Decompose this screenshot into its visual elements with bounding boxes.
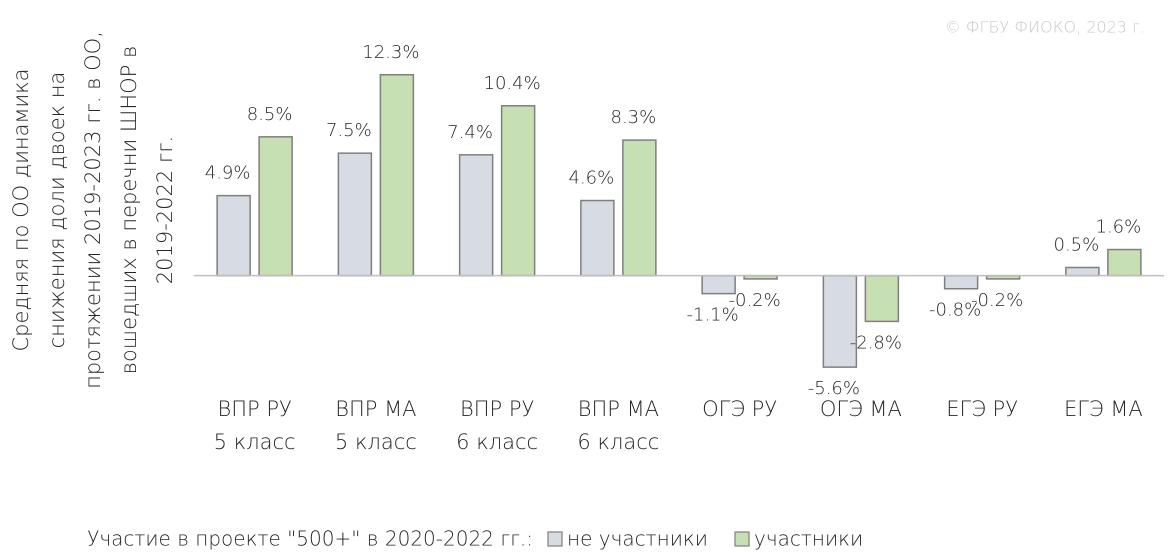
y-axis-label: снижения доли двоек на — [45, 72, 69, 349]
bar — [1107, 248, 1142, 277]
x-tick-label: ОГЭ МА — [820, 397, 902, 421]
legend-swatch — [547, 531, 563, 547]
data-label: 4.6% — [569, 168, 615, 189]
bar — [580, 199, 615, 277]
data-label: -1.1% — [687, 305, 739, 326]
bar — [379, 74, 415, 277]
data-label: 7.5% — [326, 120, 372, 141]
x-tick-label: ВПР МА — [578, 397, 659, 421]
x-tick-label: ЕГЭ РУ — [946, 397, 1018, 421]
x-tick-label: ВПР РУ — [460, 397, 534, 421]
bar — [337, 152, 373, 277]
legend-title: Участие в проекте "500+" в 2020-2022 гг.… — [87, 527, 533, 551]
data-label: -0.2% — [971, 290, 1023, 311]
data-label: -0.2% — [729, 290, 781, 311]
x-tick-label: ВПР МА — [335, 397, 416, 421]
data-label: 4.9% — [205, 163, 251, 184]
data-label: -2.8% — [850, 332, 902, 353]
bar — [216, 194, 251, 277]
bar — [258, 136, 293, 277]
bar — [822, 274, 858, 368]
x-tick-label: 5 класс — [335, 430, 417, 454]
data-label: 10.4% — [484, 73, 541, 94]
x-tick-label: 5 класс — [214, 430, 296, 454]
legend-label: участники — [754, 527, 863, 551]
data-label: -5.6% — [808, 378, 860, 399]
y-axis-label: протяжении 2019-2023 гг. в ОО, — [81, 31, 105, 389]
data-label: 1.6% — [1096, 217, 1142, 238]
data-label: 8.3% — [611, 107, 657, 128]
y-axis-label: вошедших в перечни ШНОР в — [117, 46, 141, 375]
bar — [864, 274, 900, 323]
legend-label: не участники — [567, 527, 708, 551]
data-label: 0.5% — [1054, 235, 1100, 256]
data-label: 12.3% — [362, 42, 419, 63]
bar — [1065, 266, 1100, 277]
bar — [500, 105, 536, 277]
x-tick-label: ОГЭ РУ — [702, 397, 777, 421]
data-label: -0.8% — [929, 300, 981, 321]
legend-swatch — [734, 531, 750, 547]
data-label: 8.5% — [247, 104, 293, 125]
data-label: 7.4% — [447, 122, 493, 143]
bar — [622, 139, 657, 277]
y-axis-label: Средняя по ОО динамика — [9, 68, 33, 351]
bar — [943, 274, 979, 290]
x-tick-label: ВПР РУ — [217, 397, 291, 421]
y-axis-label: 2019-2022 гг. — [153, 136, 177, 284]
x-tick-label: ЕГЭ МА — [1064, 397, 1143, 421]
source: © ФГБУ ФИОКО, 2023 г. — [945, 18, 1145, 37]
bar — [458, 154, 494, 277]
x-tick-label: 6 класс — [456, 430, 538, 454]
x-tick-label: 6 класс — [577, 430, 659, 454]
